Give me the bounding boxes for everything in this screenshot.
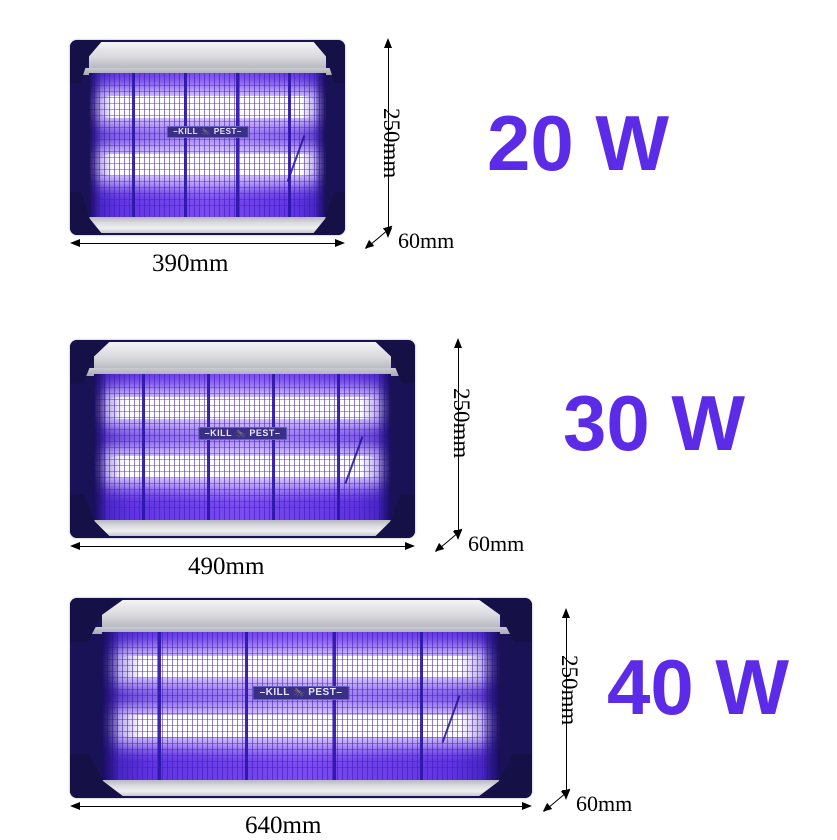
bug-zapper-device-20w: –KILL 🦟 PEST– [70, 40, 345, 235]
dimension-height-value-20w: 250mm [379, 108, 404, 179]
brand-suffix-text: PEST– [249, 428, 281, 439]
device-top-hood [86, 600, 516, 634]
device-grid-interior [102, 632, 500, 780]
wattage-label-30w: 30 W [563, 379, 746, 467]
product-unit-20w: –KILL 🦟 PEST– [70, 40, 345, 235]
dimension-height-value-30w: 250mm [449, 388, 474, 459]
device-grid-interior [89, 73, 326, 218]
brand-plate: –KILL 🦟 PEST– [252, 686, 350, 700]
mosquito-icon: 🦟 [235, 428, 247, 439]
dimension-depth-value-20w: 60mm [398, 228, 455, 253]
grid-mesh-vertical [89, 73, 326, 218]
device-bottom-tray [89, 217, 326, 233]
grid-support-bars [102, 632, 499, 780]
grid-mesh-horizontal [89, 84, 326, 206]
grid-support-bars [89, 73, 326, 218]
dimension-height-value-40w: 250mm [557, 655, 582, 726]
grid-mesh-vertical [102, 632, 500, 780]
dimension-width-value-40w: 640mm [245, 812, 322, 839]
grid-support-bars [94, 373, 391, 521]
bug-zapper-device-30w: –KILL 🦟 PEST– [70, 340, 415, 538]
grid-endcap-left [94, 373, 106, 521]
grid-endcap-left [102, 632, 119, 780]
grid-endcap-right [483, 632, 500, 780]
product-unit-30w: –KILL 🦟 PEST– [70, 340, 415, 538]
product-unit-40w: –KILL 🦟 PEST– [70, 598, 532, 798]
brand-suffix-text: PEST– [213, 126, 242, 136]
dimension-width-value-20w: 390mm [152, 250, 229, 277]
mosquito-icon: 🦟 [200, 127, 211, 136]
wattage-label-40w: 40 W [607, 643, 790, 731]
grid-endcap-right [379, 373, 391, 521]
dimension-depth-value-40w: 60mm [576, 791, 633, 816]
brand-prefix-text: –KILL [173, 126, 198, 136]
brand-suffix-text: PEST– [308, 687, 343, 698]
device-top-hood [82, 342, 403, 376]
dimension-depth-value-30w: 60mm [468, 531, 525, 556]
brand-plate: –KILL 🦟 PEST– [166, 125, 249, 138]
bug-zapper-device-40w: –KILL 🦟 PEST– [70, 598, 532, 798]
grid-endcap-left [89, 73, 99, 218]
brand-prefix-text: –KILL [259, 687, 290, 698]
grid-mesh-horizontal [102, 643, 500, 769]
mosquito-icon: 🦟 [292, 687, 306, 699]
device-grid-interior [94, 373, 391, 521]
device-bottom-tray [102, 780, 500, 796]
device-bottom-tray [94, 520, 391, 536]
brand-prefix-text: –KILL [204, 428, 233, 439]
dimension-width-value-30w: 490mm [188, 553, 265, 580]
wattage-label-20w: 20 W [487, 99, 670, 187]
grid-endcap-right [316, 73, 326, 218]
brand-plate: –KILL 🦟 PEST– [197, 427, 288, 441]
device-top-hood [79, 42, 335, 76]
